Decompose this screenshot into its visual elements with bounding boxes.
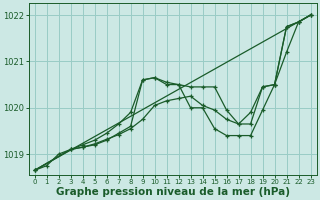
- X-axis label: Graphe pression niveau de la mer (hPa): Graphe pression niveau de la mer (hPa): [56, 187, 290, 197]
